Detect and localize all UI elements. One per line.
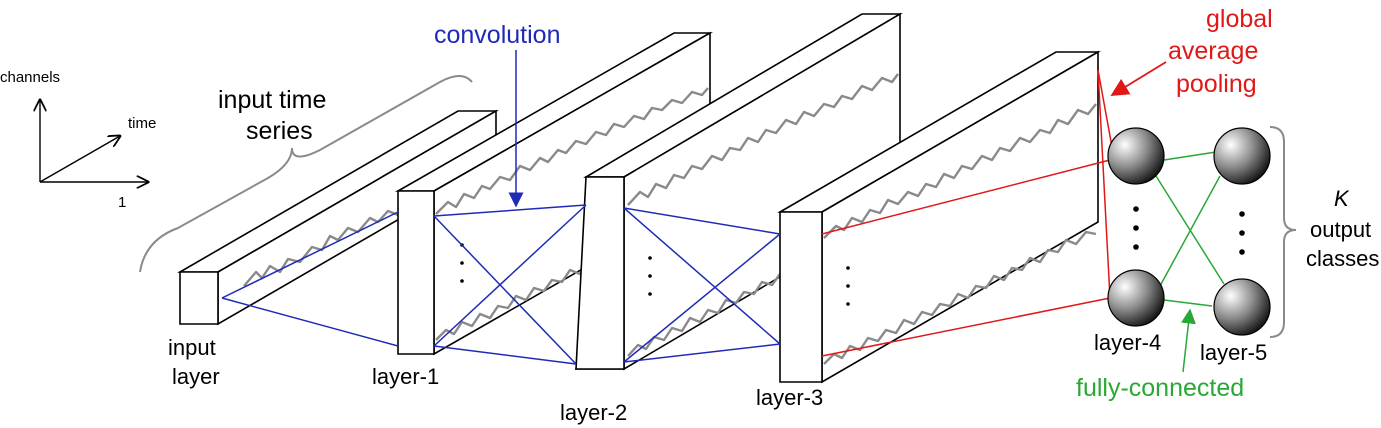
gap-label-line3: pooling — [1176, 70, 1257, 98]
layer2-box — [574, 12, 903, 371]
fully-connected-arrow — [1181, 308, 1196, 373]
axis-label-channels: channels — [0, 69, 60, 86]
output-label-line2: classes — [1306, 246, 1379, 271]
layer5-ellipsis — [1239, 211, 1245, 255]
layer4-label: layer-4 — [1094, 330, 1161, 355]
input-layer-label-line2: layer — [172, 364, 220, 389]
gap-label-line2: average — [1168, 37, 1258, 65]
fully-connected-connections — [1155, 151, 1225, 307]
layer4-node-bottom — [1107, 269, 1165, 327]
gap-label-line1: global — [1206, 5, 1273, 33]
input-series-label-line2: series — [246, 117, 313, 145]
layer3-box — [777, 50, 1101, 384]
layer1-box — [394, 31, 714, 356]
layer3-label: layer-3 — [756, 385, 823, 410]
output-brace — [1269, 126, 1297, 338]
axis-label-one: 1 — [118, 194, 126, 211]
layer4-node-top — [1107, 127, 1165, 185]
input-layer-label-line1: input — [168, 335, 216, 360]
layer4-ellipsis — [1133, 206, 1139, 250]
fully-connected-label: fully-connected — [1076, 374, 1244, 402]
input-layer-box — [177, 109, 499, 326]
layer5-node-bottom — [1213, 278, 1271, 336]
input-series-brace — [139, 75, 473, 273]
input-series-label-line1: input time — [218, 86, 326, 114]
axes-icon: channels time 1 — [0, 69, 156, 211]
layer2-label: layer-2 — [560, 400, 627, 425]
convolution-connections — [221, 204, 781, 365]
layer5-label: layer-5 — [1200, 340, 1267, 365]
output-label-line1: output — [1310, 217, 1371, 242]
convolution-label: convolution — [434, 21, 560, 49]
layer1-label: layer-1 — [372, 364, 439, 389]
pooling-connections — [821, 69, 1115, 357]
k-label: K — [1334, 186, 1350, 211]
axis-label-time: time — [128, 115, 156, 132]
gap-arrow — [1110, 61, 1167, 96]
layer5-node-top — [1213, 127, 1271, 185]
